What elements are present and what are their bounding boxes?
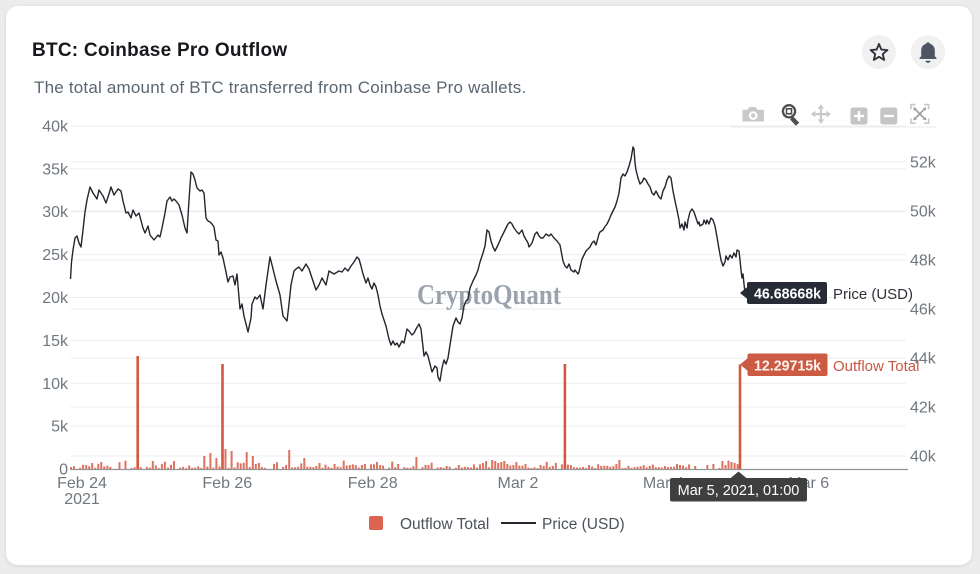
svg-text:Price (USD): Price (USD): [833, 286, 913, 303]
svg-text:Price (USD): Price (USD): [542, 516, 625, 533]
svg-text:40k: 40k: [910, 449, 937, 466]
svg-text:Feb 26: Feb 26: [202, 475, 252, 492]
svg-text:20k: 20k: [42, 290, 69, 307]
svg-text:50k: 50k: [910, 204, 937, 221]
svg-text:46.68668k: 46.68668k: [754, 287, 822, 303]
svg-text:Feb 24: Feb 24: [57, 475, 107, 492]
svg-text:5k: 5k: [51, 419, 69, 436]
svg-text:12.29715k: 12.29715k: [754, 359, 822, 375]
svg-text:30k: 30k: [42, 204, 69, 221]
svg-text:52k: 52k: [910, 155, 937, 172]
svg-text:Mar 2: Mar 2: [498, 475, 539, 492]
svg-text:42k: 42k: [910, 400, 937, 417]
svg-text:15k: 15k: [42, 333, 69, 350]
svg-text:44k: 44k: [910, 351, 937, 368]
svg-text:35k: 35k: [42, 161, 69, 178]
svg-text:Outflow Total: Outflow Total: [400, 516, 489, 533]
svg-text:2021: 2021: [64, 491, 100, 508]
svg-text:40k: 40k: [42, 119, 69, 136]
svg-text:25k: 25k: [42, 247, 69, 264]
svg-text:Outflow Total: Outflow Total: [833, 358, 919, 375]
svg-text:Feb 28: Feb 28: [348, 475, 398, 492]
svg-text:0: 0: [59, 462, 68, 479]
svg-text:Mar 5, 2021, 01:00: Mar 5, 2021, 01:00: [678, 483, 800, 499]
svg-text:46k: 46k: [910, 302, 937, 319]
svg-text:10k: 10k: [42, 376, 69, 393]
svg-text:CryptoQuant: CryptoQuant: [417, 280, 562, 311]
svg-text:48k: 48k: [910, 253, 937, 270]
